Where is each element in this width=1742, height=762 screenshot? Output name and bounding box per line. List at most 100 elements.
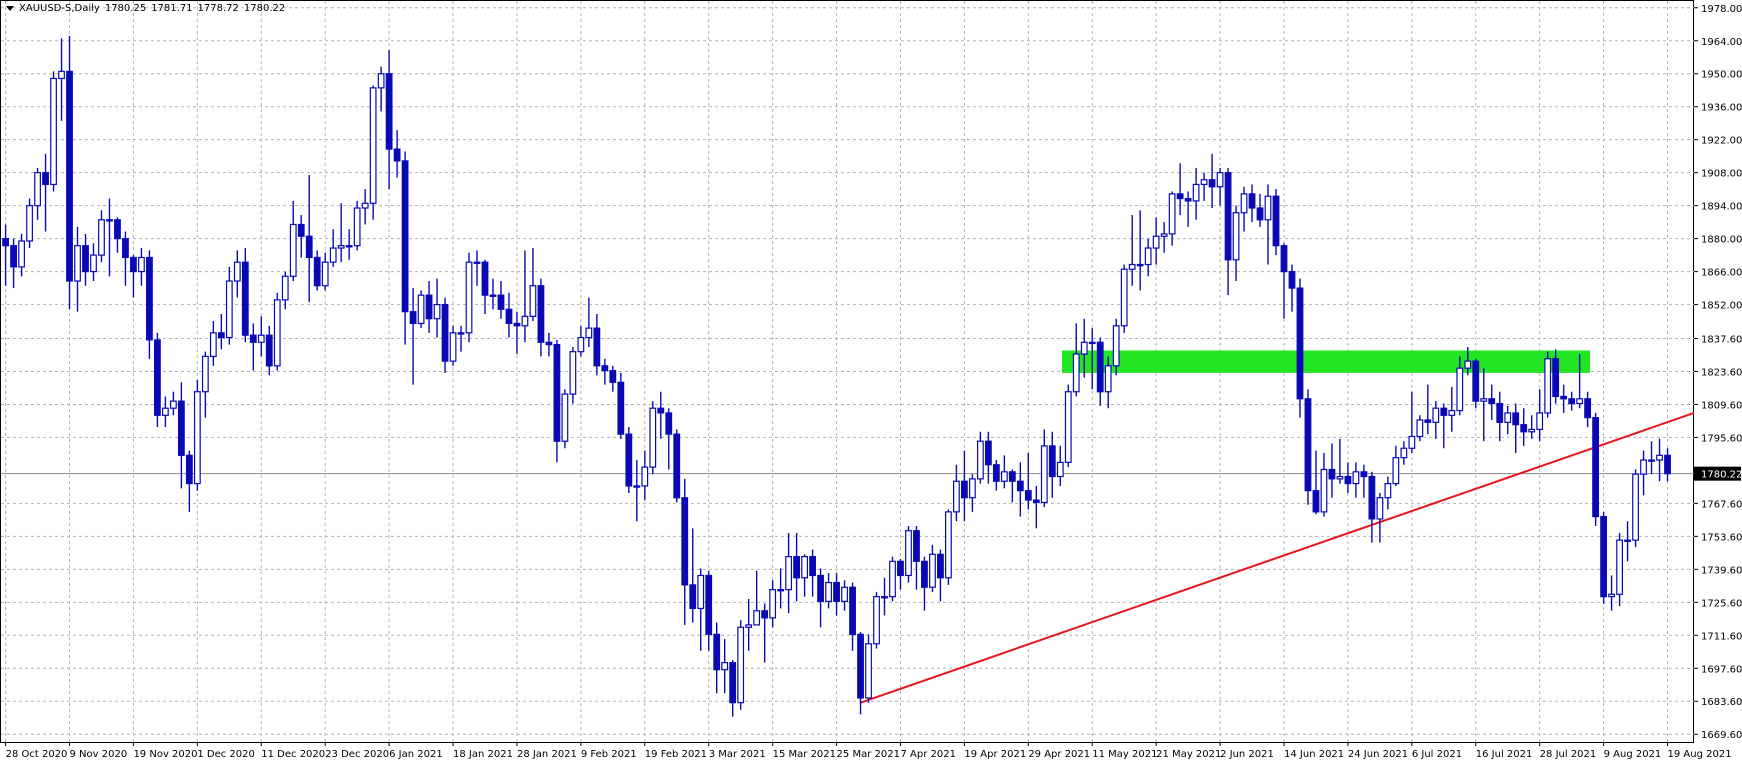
y-tick-label: 1978.00 (1701, 4, 1742, 15)
candle-body (1104, 365, 1112, 393)
candle-body (1112, 325, 1120, 367)
candle-body (641, 466, 649, 487)
candle-body (1016, 480, 1024, 492)
candle-body (992, 464, 1000, 482)
candle-body (1504, 412, 1512, 423)
candle-body (1200, 179, 1208, 186)
candle-body (217, 332, 225, 339)
candle-body (185, 454, 193, 485)
candle-body (849, 586, 856, 635)
candle-body (1064, 391, 1072, 463)
candle-body (960, 480, 968, 499)
candle-body (785, 556, 793, 591)
candle-body (1272, 195, 1280, 247)
candle-body (1192, 183, 1200, 202)
candle-body (82, 245, 89, 273)
x-tick-label: 19 Nov 2020 (133, 749, 197, 760)
candle-body (1024, 490, 1032, 501)
y-tick-label: 1725.60 (1701, 598, 1742, 609)
candle-body (1568, 398, 1576, 405)
candle-body (809, 556, 816, 577)
candle-body (881, 596, 888, 599)
candle-body (1608, 593, 1615, 598)
candle-body (657, 407, 665, 414)
candle-body (329, 247, 337, 263)
candle-body (265, 334, 273, 367)
quote-low: 1778.72 (197, 3, 239, 14)
candle-body (1544, 358, 1552, 414)
candle-body (162, 407, 169, 416)
candle-body (1512, 412, 1520, 426)
candle-body (1136, 263, 1144, 267)
candle-body (1496, 402, 1504, 423)
candle-body (537, 285, 545, 343)
candle-body (305, 235, 313, 259)
candle-body (833, 581, 840, 602)
candle-body (1648, 459, 1655, 462)
candle-body (889, 560, 896, 598)
candle-body (1216, 172, 1224, 188)
candle-body (769, 588, 777, 619)
x-tick-label: 11 Dec 2020 (261, 749, 325, 760)
candle-body (777, 588, 785, 592)
candle-body (345, 245, 353, 248)
candle-body (905, 530, 912, 577)
grid (1, 1, 1694, 742)
candle-body (1304, 398, 1312, 492)
candle-body (114, 219, 121, 240)
candle-body (1128, 263, 1136, 270)
candle-body (1080, 341, 1088, 355)
candle-body (929, 553, 936, 588)
candle-body (481, 261, 489, 296)
y-tick-label: 1936.00 (1701, 103, 1742, 114)
candle-body (122, 238, 129, 259)
candle-body (1032, 499, 1040, 504)
candle-body (257, 334, 265, 343)
candle-body (1488, 398, 1496, 405)
candle-body (154, 339, 161, 416)
candle-body (1552, 358, 1560, 398)
candle-body (489, 294, 497, 297)
candle-body (1360, 471, 1368, 478)
candle-body (649, 407, 657, 468)
candle-body (497, 294, 505, 310)
candle-body (513, 322, 521, 327)
x-tick-label: 9 Feb 2021 (581, 749, 637, 760)
candle-body (697, 574, 705, 610)
candle-body (417, 294, 425, 325)
candle-body (913, 530, 920, 562)
candle-body (1232, 212, 1240, 261)
zone (1062, 350, 1590, 373)
candle-body (2, 238, 9, 247)
x-tick-label: 7 Apr 2021 (900, 749, 955, 760)
candle-body (745, 624, 753, 628)
candle-body (209, 332, 217, 357)
candle-body (953, 480, 960, 513)
x-tick-label: 3 Mar 2021 (709, 749, 766, 760)
candle-body (1288, 270, 1296, 289)
candle-body (401, 160, 409, 313)
x-tick-label: 16 Jul 2021 (1476, 749, 1533, 760)
candle-body (857, 633, 864, 699)
x-tick-label: 9 Aug 2021 (1604, 749, 1662, 760)
candle-body (1664, 454, 1671, 475)
y-tick-label: 1753.60 (1701, 532, 1742, 543)
candle-body (1248, 193, 1256, 209)
quote-open: 1780.25 (104, 3, 147, 14)
candle-body (433, 303, 441, 320)
x-tick-label: 28 Oct 2020 (6, 749, 68, 760)
candle-body (976, 440, 984, 480)
candle-body (1464, 360, 1472, 369)
y-tick-label: 1837.60 (1701, 334, 1742, 345)
candle-body (1424, 419, 1432, 423)
candle-body (825, 581, 832, 602)
candle-body (569, 351, 577, 395)
candle-body (1632, 473, 1639, 541)
candle-body (42, 172, 49, 186)
y-tick-label: 1767.60 (1701, 499, 1742, 510)
candle-body (1000, 471, 1008, 482)
y-tick-label: 1697.60 (1701, 664, 1742, 675)
candle-body (377, 73, 385, 89)
y-tick-label: 1908.00 (1701, 169, 1742, 180)
